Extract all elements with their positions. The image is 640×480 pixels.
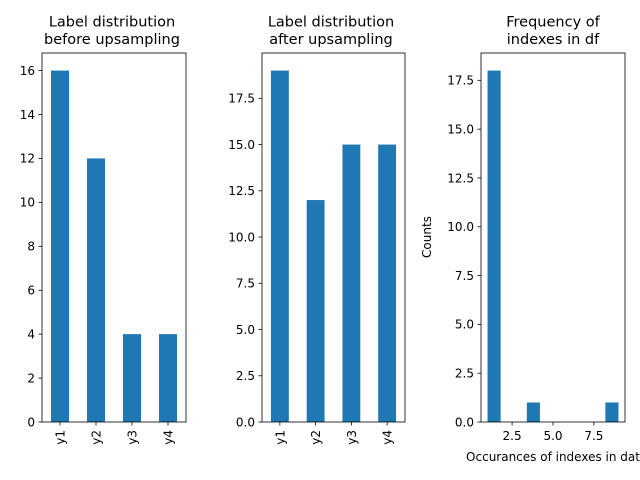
axes-frame [480,52,626,423]
y-axis-ticks: 0.0 2.5 5.0 7.5 10.0 12.5 15.0 17.5 [228,92,262,429]
y-tick-label: 15.0 [228,138,255,152]
histogram-bar [526,402,540,422]
y-tick-label: 8 [27,240,35,254]
x-tick-label: 5.0 [543,429,562,443]
x-tick-label: y3 [126,430,140,445]
bar-y3 [342,144,361,422]
x-tick-label: y3 [345,430,359,445]
x-tick-label: 7.5 [584,429,603,443]
y-tick-label: 0.0 [455,415,474,429]
bar-group [51,70,177,423]
y-axis-label: Counts [420,216,434,258]
chart-title-line-1: Frequency of [506,15,600,31]
histogram-bar [487,70,501,423]
y-tick-label: 12.5 [447,171,474,185]
y-tick-label: 12 [20,152,35,166]
chart-title-line-2: indexes in df [507,32,600,48]
bar-y1 [51,70,69,423]
x-tick-label: y1 [273,430,287,445]
bar-y2 [306,200,325,422]
y-tick-label: 15.0 [447,122,474,136]
y-tick-label: 5.0 [455,318,474,332]
chart-panel-before-upsampling: Label distribution before upsampling 0 2 4… [20,15,187,445]
y-tick-label: 17.5 [228,92,255,106]
x-axis-label: Occurances of indexes in dat [466,450,640,464]
y-axis-ticks: 0.0 2.5 5.0 7.5 10.0 12.5 15.0 17.5 [447,74,481,429]
chart-title-line-2: after upsampling [269,32,393,48]
y-tick-label: 16 [20,64,35,78]
x-tick-label: y4 [381,430,395,445]
chart-panel-after-upsampling: Label distribution after upsampling 0.0 2… [228,15,406,445]
y-tick-label: 6 [27,284,35,298]
y-tick-label: 0.0 [236,415,255,429]
y-tick-label: 0 [27,415,35,429]
bar-group [487,70,619,423]
y-tick-label: 2.5 [455,366,474,380]
x-tick-label: 2.5 [503,429,522,443]
bar-y4 [378,144,397,422]
x-tick-label: y4 [162,430,176,445]
y-tick-label: 7.5 [236,277,255,291]
x-axis-ticks: y1 y2 y3 y4 [273,422,395,445]
bar-group [270,70,397,423]
y-tick-label: 14 [20,108,35,122]
chart-title-line-1: Label distribution [268,15,394,31]
axes-frame [261,52,406,423]
y-tick-label: 10.0 [228,230,255,244]
y-tick-label: 4 [27,327,35,341]
chart-panel-index-frequency: Frequency of indexes in df 0.0 2.5 5.0 7.5 1… [420,15,640,465]
x-axis-ticks: y1 y2 y3 y4 [54,422,176,445]
chart-title-line-1: Label distribution [49,15,175,31]
y-tick-label: 17.5 [447,74,474,88]
x-tick-label: y2 [90,430,104,445]
y-tick-label: 7.5 [455,269,474,283]
y-axis-ticks: 0 2 4 6 8 10 12 14 16 [20,64,42,429]
chart-title-line-2: before upsampling [44,32,180,48]
histogram-bar [605,402,619,422]
y-tick-label: 5.0 [236,323,255,337]
axes-frame [41,52,187,423]
y-tick-label: 12.5 [228,184,255,198]
y-tick-label: 10 [20,196,35,210]
bar-y3 [123,334,141,422]
bar-y4 [159,334,177,422]
x-tick-label: y1 [54,430,68,445]
bar-y2 [87,158,105,422]
y-tick-label: 2.5 [236,369,255,383]
y-tick-label: 2 [27,371,35,385]
x-axis-ticks: 2.5 5.0 7.5 [503,422,603,443]
x-tick-label: y2 [309,430,323,445]
y-tick-label: 10.0 [447,220,474,234]
bar-y1 [270,70,289,423]
